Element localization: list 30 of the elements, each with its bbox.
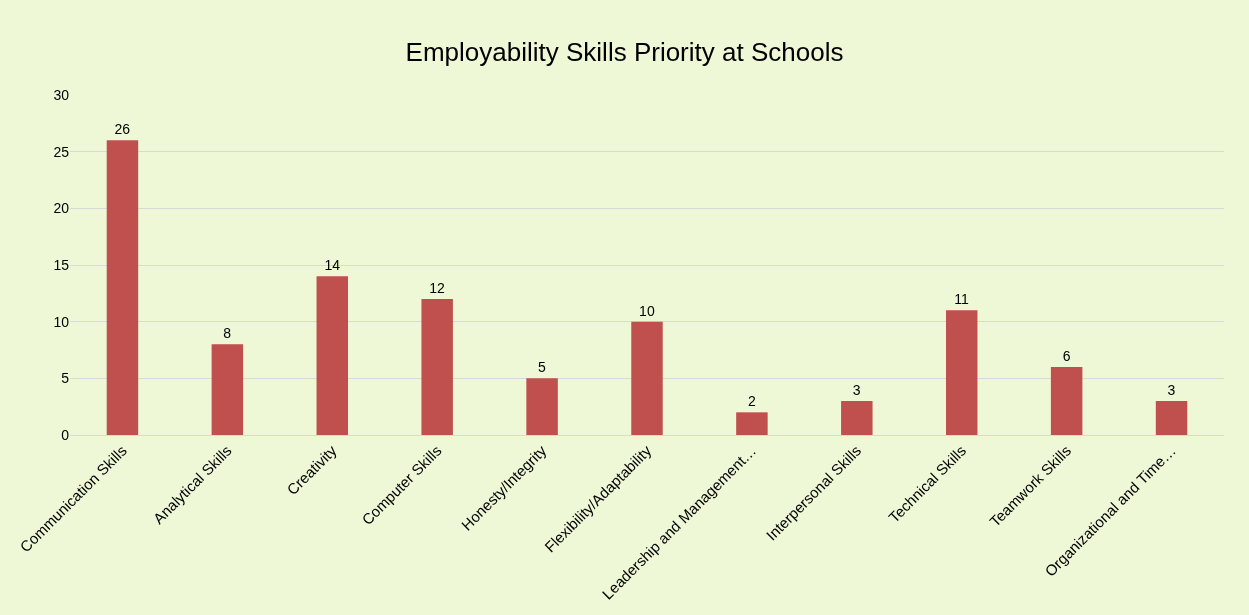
bar	[736, 412, 768, 435]
bar	[106, 140, 139, 435]
data-label: 10	[639, 302, 655, 319]
data-label: 11	[954, 291, 970, 308]
data-label: 14	[324, 257, 341, 274]
y-tick-label: 20	[53, 200, 70, 217]
data-label: 5	[538, 359, 547, 376]
y-tick-label: 5	[61, 370, 70, 387]
y-tick-label: 0	[61, 426, 70, 443]
data-label: 2	[747, 393, 756, 410]
bar	[945, 310, 978, 435]
bar	[211, 344, 244, 435]
y-tick-label: 15	[53, 256, 70, 273]
data-label: 26	[114, 121, 131, 138]
bar	[1050, 367, 1083, 435]
data-label: 6	[1062, 348, 1071, 364]
y-tick-label: 30	[53, 86, 70, 103]
data-label: 3	[1167, 382, 1176, 398]
data-label: 12	[429, 280, 446, 296]
data-label: 8	[223, 325, 232, 342]
data-label: 3	[852, 382, 861, 398]
y-tick-label: 25	[53, 143, 70, 160]
bar	[631, 321, 663, 435]
chart-title: Employability Skills Priority at Schools	[405, 37, 844, 68]
y-tick-label: 10	[53, 313, 70, 330]
bar	[316, 276, 349, 435]
bar	[841, 401, 873, 435]
bar	[526, 378, 558, 435]
bar	[421, 299, 453, 435]
bar	[1155, 401, 1188, 435]
